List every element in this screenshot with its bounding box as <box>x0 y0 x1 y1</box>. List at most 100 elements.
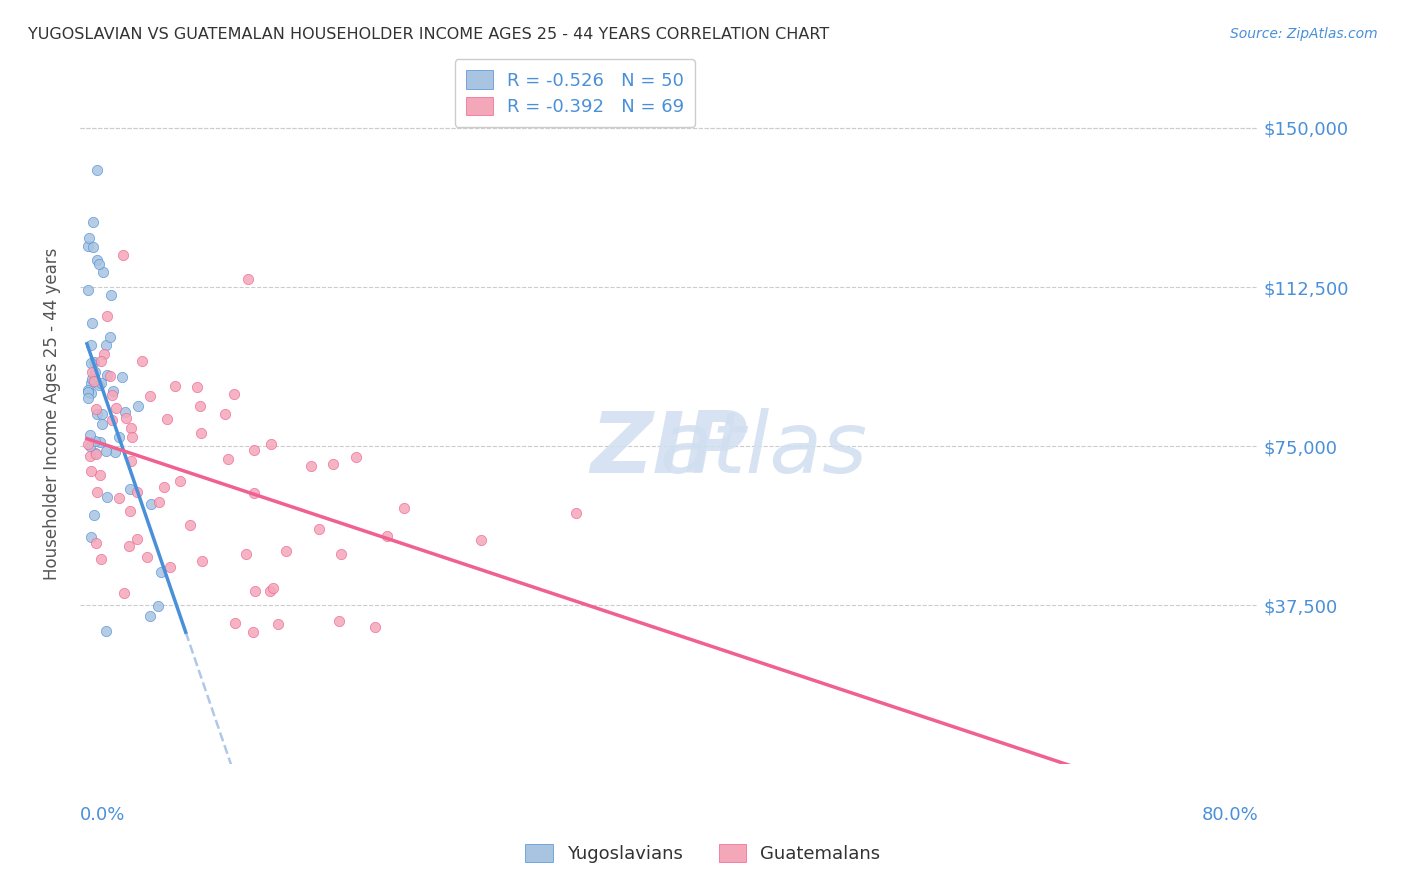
Point <box>79 428 101 442</box>
Legend: R = -0.526   N = 50, R = -0.392   N = 69: R = -0.526 N = 50, R = -0.392 N = 69 <box>454 60 695 127</box>
Point <box>93 347 115 361</box>
Point <box>139 389 162 403</box>
Text: atlas: atlas <box>659 408 868 491</box>
Text: 80.0%: 80.0% <box>1202 806 1258 824</box>
Point <box>364 620 387 634</box>
Point <box>82 215 104 229</box>
Point <box>96 309 118 323</box>
Point <box>179 517 201 532</box>
Y-axis label: Householder Income Ages 25 - 44 years: Householder Income Ages 25 - 44 years <box>44 248 60 581</box>
Point <box>83 508 105 522</box>
Point <box>330 548 353 562</box>
Point <box>104 444 127 458</box>
Point <box>470 533 492 548</box>
Point <box>169 474 191 488</box>
Point <box>77 383 100 397</box>
Point <box>91 407 114 421</box>
Point <box>80 530 103 544</box>
Legend: Yugoslavians, Guatemalans: Yugoslavians, Guatemalans <box>515 833 891 874</box>
Point <box>375 529 398 543</box>
Point <box>135 549 157 564</box>
Point <box>276 543 298 558</box>
Point <box>96 337 118 351</box>
Point <box>83 365 105 379</box>
Point <box>262 581 284 595</box>
Text: YUGOSLAVIAN VS GUATEMALAN HOUSEHOLDER INCOME AGES 25 - 44 YEARS CORRELATION CHAR: YUGOSLAVIAN VS GUATEMALAN HOUSEHOLDER IN… <box>28 27 830 42</box>
Point <box>153 479 176 493</box>
Point <box>91 265 114 279</box>
Point <box>190 425 212 440</box>
Point <box>89 257 111 271</box>
Point <box>308 522 330 536</box>
Point <box>148 599 170 613</box>
Point <box>83 446 105 460</box>
Point <box>91 417 114 432</box>
Point <box>224 387 246 401</box>
Point <box>101 388 124 402</box>
Point <box>77 239 100 253</box>
Point <box>83 375 105 389</box>
Point <box>82 240 104 254</box>
Point <box>96 368 118 382</box>
Point <box>260 437 283 451</box>
Point <box>139 497 162 511</box>
Point <box>392 501 415 516</box>
Point <box>79 376 101 391</box>
Point <box>121 430 143 444</box>
Point <box>89 467 111 482</box>
Point <box>190 554 212 568</box>
Point <box>259 584 281 599</box>
Point <box>79 439 101 453</box>
Point <box>86 485 108 500</box>
Point <box>118 482 141 496</box>
Point <box>267 616 290 631</box>
Point <box>322 457 344 471</box>
Point <box>80 337 103 351</box>
Point <box>86 252 108 267</box>
Point <box>111 370 134 384</box>
Point <box>90 376 112 391</box>
Point <box>118 504 141 518</box>
Point <box>114 410 136 425</box>
Point <box>82 365 104 379</box>
Point <box>80 372 103 386</box>
Point <box>80 316 103 330</box>
Point <box>101 384 124 398</box>
Point <box>108 430 131 444</box>
Point <box>243 486 266 500</box>
Point <box>301 458 323 473</box>
Point <box>188 399 211 413</box>
Point <box>77 437 100 451</box>
Point <box>77 384 100 399</box>
Point <box>80 356 103 370</box>
Point <box>131 354 153 368</box>
Point <box>148 495 170 509</box>
Point <box>98 330 121 344</box>
Point <box>139 609 162 624</box>
Point <box>127 399 149 413</box>
Point <box>79 386 101 401</box>
Point <box>165 379 187 393</box>
Text: Source: ZipAtlas.com: Source: ZipAtlas.com <box>1230 27 1378 41</box>
Point <box>100 412 122 426</box>
Point <box>83 434 105 448</box>
Point <box>77 283 100 297</box>
Point <box>224 615 246 630</box>
Point <box>105 401 128 415</box>
Point <box>156 411 179 425</box>
Point <box>120 421 142 435</box>
Point <box>86 408 108 422</box>
Point <box>565 506 588 520</box>
Point <box>79 463 101 477</box>
Point <box>111 248 134 262</box>
Point <box>120 454 142 468</box>
Point <box>89 435 111 450</box>
Point <box>77 231 100 245</box>
Point <box>96 490 118 504</box>
Point <box>242 624 264 639</box>
Point <box>86 163 108 178</box>
Point <box>90 353 112 368</box>
Point <box>84 402 107 417</box>
Point <box>245 583 267 598</box>
Point <box>118 539 141 553</box>
